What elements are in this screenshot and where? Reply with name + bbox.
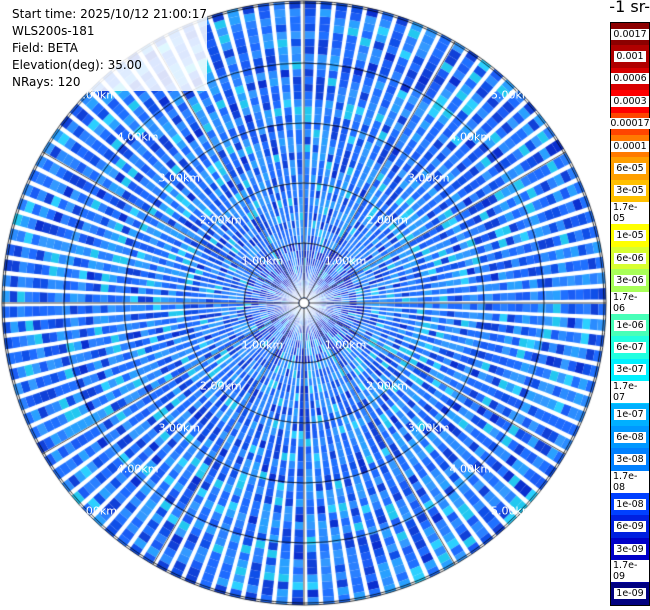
- colorbar-swatch: 6e-05: [611, 157, 649, 180]
- start-time-text: Start time: 2025/10/12 21:00:17: [12, 7, 207, 21]
- range-ring-label: 5.00km: [75, 504, 117, 518]
- range-ring-label: 2.00km: [200, 213, 242, 227]
- range-ring-label: 3.00km: [158, 171, 201, 185]
- range-ring-label: 5.00km: [491, 88, 533, 102]
- colorbar-label: 0.0003: [611, 95, 649, 107]
- colorbar-label: 0.0001: [611, 140, 649, 152]
- colorbar-swatch: 1.7e-06: [611, 291, 649, 314]
- colorbar-label: 1.7e-07: [611, 381, 649, 404]
- range-ring-label: 5.00km: [491, 504, 533, 518]
- range-ring-label: 5.00km: [75, 88, 117, 102]
- colorbar-swatch: 1.7e-08: [611, 470, 649, 494]
- colorbar-swatch: 1.7e-09: [611, 560, 649, 583]
- colorbar-swatch: 3e-07: [611, 358, 649, 382]
- colorbar-label: 1e-07: [614, 409, 646, 421]
- range-ring-label: 3.00km: [158, 421, 201, 435]
- colorbar-swatch: 3e-06: [611, 269, 649, 292]
- range-ring-label: 4.00km: [116, 462, 159, 476]
- colorbar-swatch: 3e-09: [611, 537, 649, 561]
- colorbar-label: 3e-07: [614, 364, 646, 376]
- colorbar-title: -1 sr-: [609, 0, 650, 16]
- colorbar-label: 1.7e-09: [611, 560, 649, 583]
- range-ring-label: 1.00km: [324, 338, 367, 352]
- colorbar-label: 0.00017: [608, 118, 650, 130]
- range-ring-label: 2.00km: [366, 379, 408, 393]
- scan-info-panel: Start time: 2025/10/12 21:00:17 WLS200s-…: [12, 6, 207, 91]
- colorbar-label: 1.7e-05: [611, 202, 649, 225]
- colorbar-swatch: 6e-07: [611, 336, 649, 359]
- colorbar-swatch: 1e-06: [611, 314, 649, 337]
- colorbar-label: 1.7e-06: [611, 291, 649, 314]
- range-ring-label: 4.00km: [449, 130, 492, 144]
- instrument-text: WLS200s-181: [12, 24, 95, 38]
- colorbar-label: 0.0017: [611, 28, 649, 40]
- colorbar-label: 6e-08: [614, 431, 646, 443]
- colorbar-label: 0.0006: [611, 73, 649, 85]
- colorbar-swatch: 1e-05: [611, 224, 649, 247]
- colorbar-swatch: 1.7e-05: [611, 202, 649, 225]
- colorbar-label: 1e-05: [614, 230, 646, 242]
- range-ring-label: 1.00km: [241, 338, 284, 352]
- colorbar-label: 6e-06: [614, 252, 646, 264]
- colorbar-label: 3e-06: [614, 274, 646, 286]
- nrays-text: NRays: 120: [12, 75, 81, 89]
- colorbar-swatch: 0.001: [611, 45, 649, 68]
- range-ring-label: 2.00km: [366, 213, 408, 227]
- colorbar-label: 6e-05: [614, 162, 646, 174]
- colorbar-label: 3e-05: [614, 185, 646, 197]
- colorbar-swatch: 0.0006: [611, 67, 649, 91]
- range-ring-label: 1.00km: [241, 254, 284, 268]
- colorbar-label: 1e-08: [614, 498, 646, 510]
- colorbar-swatch: 1.7e-07: [611, 381, 649, 404]
- colorbar-swatch: 1e-09: [611, 582, 649, 605]
- colorbar-swatch: 1e-07: [611, 403, 649, 426]
- colorbar-label: 3e-09: [614, 543, 646, 555]
- colorbar-swatch: 0.00017: [608, 112, 650, 135]
- range-ring-label: 4.00km: [116, 130, 159, 144]
- field-text: Field: BETA: [12, 41, 78, 55]
- range-ring-label: 1.00km: [324, 254, 367, 268]
- colorbar-legend: 0.0017 0.001 0.0006 0.0003 0.00017 0.0001 6e-0…: [608, 22, 650, 606]
- colorbar-label: 6e-07: [614, 342, 646, 354]
- elevation-text: Elevation(deg): 35.00: [12, 58, 142, 72]
- colorbar-swatch: 6e-06: [611, 246, 649, 270]
- colorbar-swatch: 3e-08: [611, 448, 649, 471]
- colorbar-swatch: 0.0003: [611, 90, 649, 113]
- colorbar-label: 1.7e-08: [611, 470, 649, 493]
- colorbar-swatch: 6e-09: [611, 515, 649, 538]
- range-ring-label: 2.00km: [200, 379, 242, 393]
- colorbar-label: 3e-08: [614, 453, 646, 465]
- colorbar-label: 0.001: [614, 51, 646, 63]
- colorbar-label: 1e-09: [614, 588, 646, 600]
- range-ring-label: 3.00km: [407, 421, 450, 435]
- colorbar-swatch: 6e-08: [611, 425, 649, 449]
- colorbar-swatch: 0.0001: [611, 134, 649, 158]
- colorbar-swatch: 0.0017: [611, 23, 649, 46]
- colorbar-label: 1e-06: [614, 319, 646, 331]
- range-ring-label: 4.00km: [449, 462, 492, 476]
- ppi-scan-plot: [0, 0, 610, 610]
- colorbar-label: 6e-09: [614, 521, 646, 533]
- colorbar-swatch: 1e-08: [611, 493, 649, 516]
- range-ring-label: 3.00km: [407, 171, 450, 185]
- colorbar-swatch: 3e-05: [611, 179, 649, 203]
